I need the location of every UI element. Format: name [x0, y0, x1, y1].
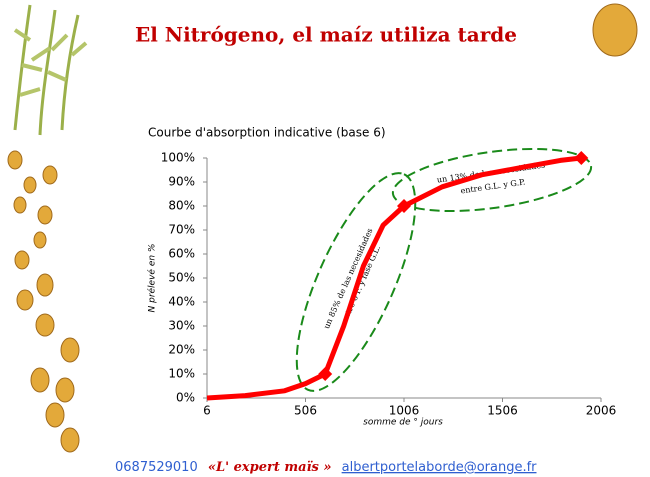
y-tick-label: 50% [168, 271, 195, 285]
y-tick-label: 60% [168, 247, 195, 261]
x-tick-label: 1506 [487, 404, 518, 418]
y-tick-label: 30% [168, 319, 195, 333]
y-tick-label: 70% [168, 223, 195, 237]
y-tick-label: 40% [168, 295, 195, 309]
slide-title: El Nitrógeno, el maíz utiliza tarde [135, 23, 517, 47]
y-tick-label: 80% [168, 199, 195, 213]
y-tick-label: 10% [168, 367, 195, 381]
slide: El Nitrógeno, el maíz utiliza tarde Cour… [0, 0, 650, 477]
email[interactable]: albertportelaborde@orange.fr [342, 460, 538, 475]
background [0, 0, 650, 477]
x-tick-label: 6 [203, 404, 211, 418]
y-tick-label: 90% [168, 175, 195, 189]
x-tick-label: 1006 [389, 404, 420, 418]
y-tick-label: 100% [161, 151, 195, 165]
x-axis-label: somme de ° jours [363, 418, 443, 428]
x-tick-label: 2006 [586, 404, 617, 418]
footer: 0687529010 «L' expert maïs » albertporte… [115, 460, 537, 475]
y-tick-label: 0% [176, 391, 195, 405]
x-tick-label: 506 [294, 404, 317, 418]
phone: 0687529010 [115, 460, 198, 475]
brand: «L' expert maïs » [208, 460, 332, 475]
chart-title: Courbe d'absorption indicative (base 6) [148, 126, 386, 140]
y-tick-label: 20% [168, 343, 195, 357]
y-axis-label: N prélevé en % [147, 244, 158, 313]
